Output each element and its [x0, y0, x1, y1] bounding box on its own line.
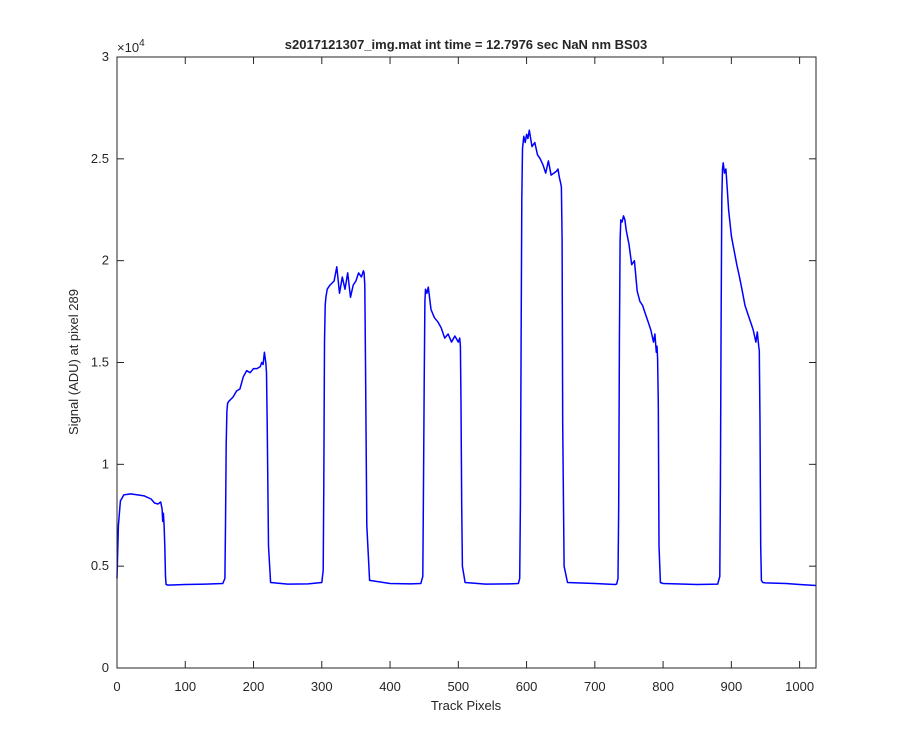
x-tick-label: 500 — [447, 679, 469, 694]
y-exponent-label: ×104 — [117, 38, 145, 55]
y-tick-label: 0 — [102, 660, 109, 675]
y-tick-label: 2.5 — [91, 151, 109, 166]
y-axis-label: Signal (ADU) at pixel 289 — [66, 289, 81, 435]
axes-box — [116, 56, 817, 669]
x-tick-label: 600 — [516, 679, 538, 694]
x-axis-label: Track Pixels — [431, 698, 502, 713]
y-tick-label: 0.5 — [91, 558, 109, 573]
x-tick-label: 1000 — [785, 679, 814, 694]
y-tick-label: 1.5 — [91, 355, 109, 370]
series-line-signal — [116, 129, 817, 587]
chart-title: s2017121307_img.mat int time = 12.7976 s… — [285, 37, 647, 52]
axis-ticks: 0 100 200 300 400 500 600 700 800 900 1000 0 0.5 1 1.5… — [91, 49, 816, 694]
x-tick-label: 200 — [243, 679, 265, 694]
x-tick-label: 700 — [584, 679, 606, 694]
x-tick-label: 100 — [174, 679, 196, 694]
x-tick-label: 800 — [652, 679, 674, 694]
x-tick-label: 400 — [379, 679, 401, 694]
x-tick-label: 0 — [113, 679, 120, 694]
y-tick-label: 1 — [102, 456, 109, 471]
y-exponent-base: ×10 — [117, 40, 139, 55]
x-tick-label: 300 — [311, 679, 333, 694]
y-exponent-power: 4 — [139, 38, 145, 49]
y-tick-label: 2 — [102, 253, 109, 268]
x-tick-label: 900 — [721, 679, 743, 694]
plot-area — [117, 57, 816, 668]
y-tick-label: 3 — [102, 49, 109, 64]
